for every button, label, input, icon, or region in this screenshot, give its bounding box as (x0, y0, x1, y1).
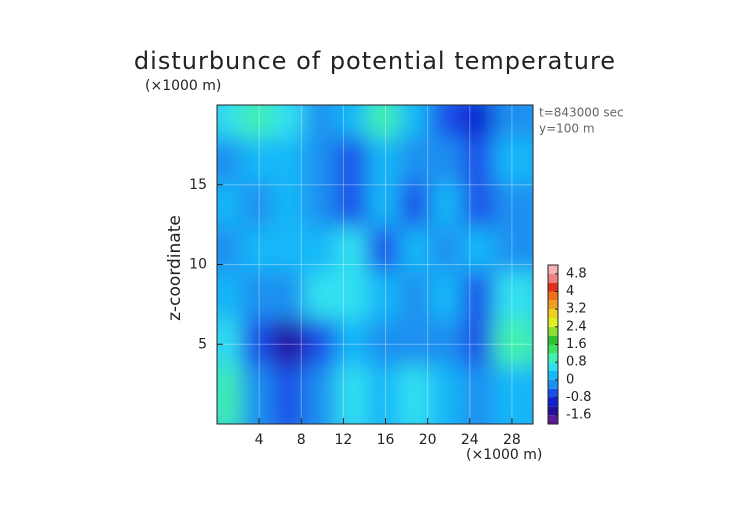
axes: 4 8 12 16 20 24 28 5 10 15 (189, 177, 521, 448)
colorbar-tick-label: 2.4 (566, 319, 587, 334)
colorbar-band (548, 273, 558, 283)
x-tick-label: 24 (461, 432, 479, 448)
colorbar-band (548, 335, 558, 345)
y-tick-label: 10 (189, 257, 207, 273)
x-tick-label: 28 (503, 432, 521, 448)
y-unit: (×1000 m) (145, 78, 221, 94)
annotation: t=843000 sec (539, 106, 624, 120)
x-tick-label: 16 (377, 432, 395, 448)
colorbar-tick-label: 4 (566, 284, 574, 299)
colorbar-tick-label: 0 (566, 372, 574, 387)
colorbar-band (548, 353, 558, 363)
x-tick-label: 20 (419, 432, 437, 448)
colorbar-tick-label: 0.8 (566, 355, 587, 370)
colorbar-tick-label: 1.6 (566, 337, 587, 352)
x-tick-label: 12 (334, 432, 352, 448)
colorbar-band (548, 362, 558, 371)
colorbar-band (548, 326, 558, 336)
colorbar-tick-label: -1.6 (566, 408, 591, 423)
colorbar-band (548, 371, 558, 380)
chart-title: disturbunce of potential temperature (134, 47, 616, 75)
colorbar-band (548, 309, 558, 318)
grid (217, 105, 533, 424)
field-cell (493, 365, 533, 424)
colorbar-tick-label: 4.8 (566, 266, 587, 281)
x-tick-label: 4 (255, 432, 264, 448)
colorbar-band (548, 300, 558, 310)
colorbar-tick-label: 3.2 (566, 302, 587, 317)
colorbar-band (548, 318, 558, 327)
x-tick-label: 8 (297, 432, 306, 448)
annotation: y=100 m (539, 122, 595, 136)
colorbar-band (548, 379, 558, 389)
colorbar-band (548, 415, 558, 424)
y-tick-label: 15 (189, 177, 207, 193)
colorbar-band (548, 388, 558, 398)
colorbar-band (548, 265, 558, 274)
colorbar-band (548, 282, 558, 292)
colorbar: -1.6 -0.8 0 0.8 1.6 2.4 3.2 4 4.8 (547, 264, 591, 425)
colorbar-band (548, 291, 558, 301)
y-axis-label: z-coordinate (165, 215, 185, 321)
colorbar-band (548, 344, 558, 354)
field (217, 105, 533, 424)
colorbar-tick-label: -0.8 (566, 390, 591, 405)
field-cells (217, 105, 533, 424)
y-tick-label: 5 (198, 336, 207, 352)
colorbar-band (548, 406, 558, 416)
colorbar-band (548, 397, 558, 407)
x-unit: (×1000 m) (466, 447, 542, 463)
